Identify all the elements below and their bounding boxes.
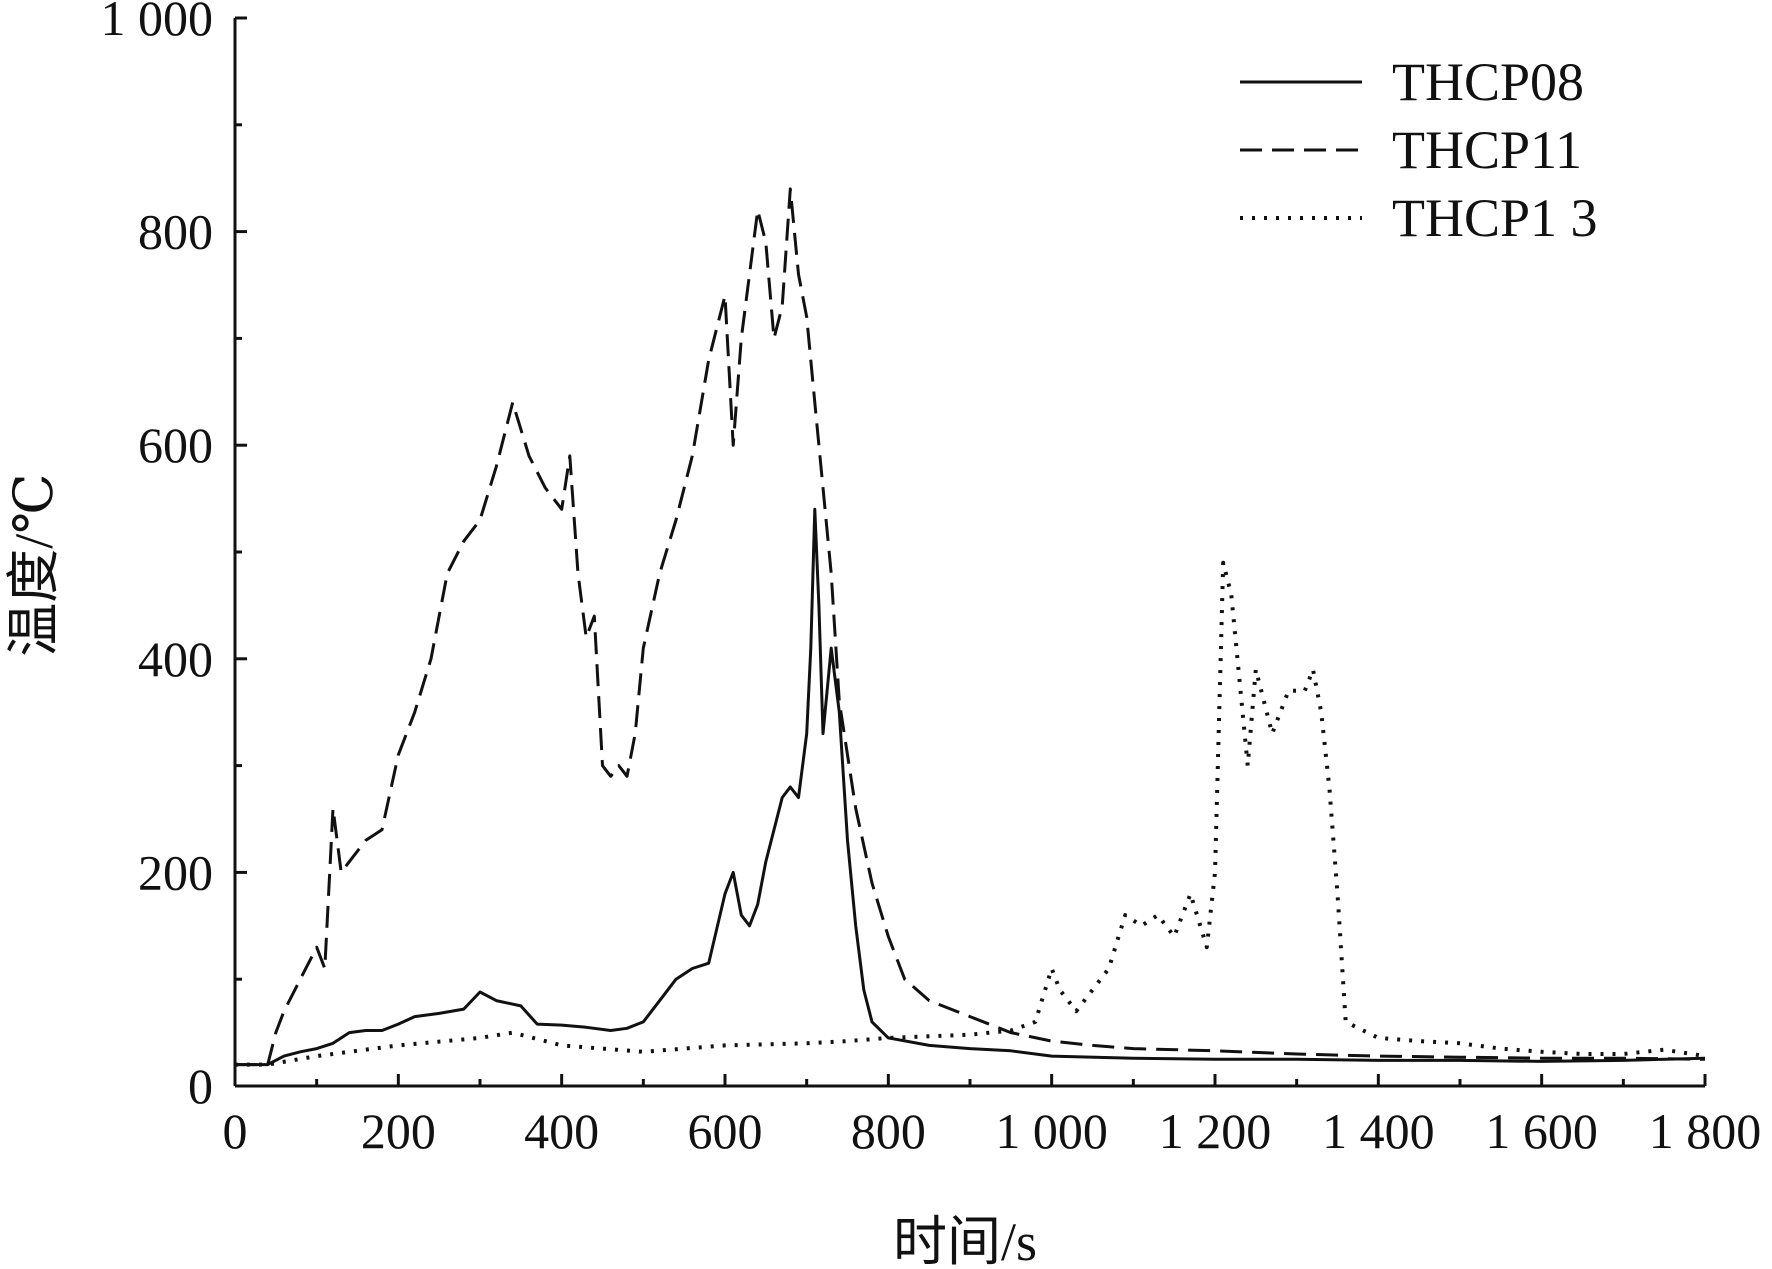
x-tick-label: 800 — [851, 1103, 926, 1159]
series-line-thcp08 — [235, 507, 1706, 1067]
y-tick-label: 600 — [138, 417, 213, 473]
x-tick-label: 1 200 — [1159, 1103, 1272, 1159]
y-tick-label: 400 — [138, 631, 213, 687]
legend: THCP08 THCP11 THCP1 3 — [1240, 52, 1598, 248]
x-tick-label: 1 800 — [1649, 1103, 1762, 1159]
x-tick-label: 1 000 — [995, 1103, 1108, 1159]
series-line-thcp11 — [235, 187, 1706, 1067]
x-tick-label: 1 400 — [1322, 1103, 1435, 1159]
y-tick-label: 200 — [138, 844, 213, 900]
y-tick-label: 0 — [188, 1058, 213, 1114]
x-ticks: 0 200 400 600 800 1 000 1 200 1 400 1 600 1 800 — [223, 1074, 1762, 1159]
legend-label: THCP08 — [1392, 52, 1584, 112]
x-tick-label: 400 — [524, 1103, 599, 1159]
legend-label: THCP1 3 — [1392, 188, 1598, 248]
legend-label: THCP11 — [1392, 120, 1582, 180]
x-axis-title: 时间/s — [893, 1212, 1037, 1269]
y-tick-label: 1 000 — [101, 0, 214, 46]
series-line-thcp13 — [235, 560, 1706, 1067]
x-tick-label: 200 — [361, 1103, 436, 1159]
y-axis-title: 温度/℃ — [4, 473, 64, 656]
x-tick-label: 0 — [223, 1103, 248, 1159]
x-tick-label: 1 600 — [1485, 1103, 1598, 1159]
series-layer — [235, 187, 1706, 1067]
x-tick-label: 600 — [688, 1103, 763, 1159]
y-tick-label: 800 — [138, 204, 213, 260]
y-ticks: 0 200 400 600 800 1 000 — [101, 0, 247, 1114]
